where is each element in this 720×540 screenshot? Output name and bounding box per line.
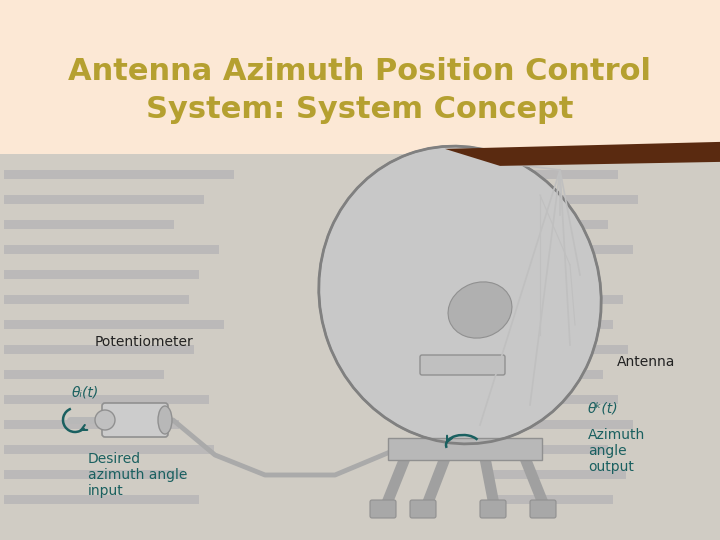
FancyBboxPatch shape (488, 395, 618, 404)
Circle shape (95, 410, 115, 430)
FancyBboxPatch shape (488, 220, 608, 229)
FancyBboxPatch shape (488, 320, 613, 329)
FancyBboxPatch shape (530, 500, 556, 518)
Text: Azimuth: Azimuth (588, 428, 645, 442)
FancyBboxPatch shape (0, 0, 720, 154)
FancyBboxPatch shape (480, 500, 506, 518)
Text: θᵢ(t): θᵢ(t) (72, 385, 99, 399)
FancyBboxPatch shape (4, 270, 199, 279)
FancyBboxPatch shape (102, 403, 168, 437)
FancyBboxPatch shape (420, 355, 505, 375)
FancyBboxPatch shape (4, 170, 234, 179)
FancyBboxPatch shape (488, 495, 613, 504)
Text: θᵏ(t): θᵏ(t) (588, 401, 618, 415)
FancyBboxPatch shape (4, 395, 209, 404)
Ellipse shape (158, 406, 172, 434)
FancyBboxPatch shape (4, 295, 189, 304)
Text: Potentiometer: Potentiometer (95, 335, 194, 349)
FancyBboxPatch shape (488, 370, 603, 379)
Text: Antenna Azimuth Position Control: Antenna Azimuth Position Control (68, 57, 652, 86)
FancyBboxPatch shape (0, 154, 720, 540)
FancyBboxPatch shape (370, 500, 396, 518)
FancyBboxPatch shape (488, 345, 628, 354)
FancyBboxPatch shape (410, 500, 436, 518)
FancyBboxPatch shape (4, 245, 219, 254)
Polygon shape (445, 142, 720, 166)
FancyBboxPatch shape (4, 320, 224, 329)
Ellipse shape (319, 146, 601, 444)
FancyBboxPatch shape (4, 420, 179, 429)
FancyBboxPatch shape (488, 270, 598, 279)
Ellipse shape (448, 282, 512, 338)
FancyBboxPatch shape (4, 195, 204, 204)
FancyBboxPatch shape (4, 495, 199, 504)
FancyBboxPatch shape (488, 445, 608, 454)
FancyBboxPatch shape (488, 170, 618, 179)
Text: output: output (588, 460, 634, 474)
Text: Desired: Desired (88, 452, 141, 466)
FancyBboxPatch shape (4, 445, 214, 454)
FancyBboxPatch shape (4, 470, 184, 479)
Text: Antenna: Antenna (617, 355, 675, 369)
Text: angle: angle (588, 444, 626, 458)
FancyBboxPatch shape (488, 195, 638, 204)
FancyBboxPatch shape (488, 295, 623, 304)
FancyBboxPatch shape (4, 220, 174, 229)
FancyBboxPatch shape (488, 245, 633, 254)
FancyBboxPatch shape (488, 420, 633, 429)
Text: System: System Concept: System: System Concept (146, 96, 574, 125)
FancyBboxPatch shape (488, 470, 626, 479)
FancyBboxPatch shape (4, 370, 164, 379)
FancyBboxPatch shape (388, 438, 542, 460)
FancyBboxPatch shape (430, 365, 495, 450)
Text: azimuth angle: azimuth angle (88, 468, 187, 482)
Text: input: input (88, 484, 124, 498)
FancyBboxPatch shape (4, 345, 194, 354)
